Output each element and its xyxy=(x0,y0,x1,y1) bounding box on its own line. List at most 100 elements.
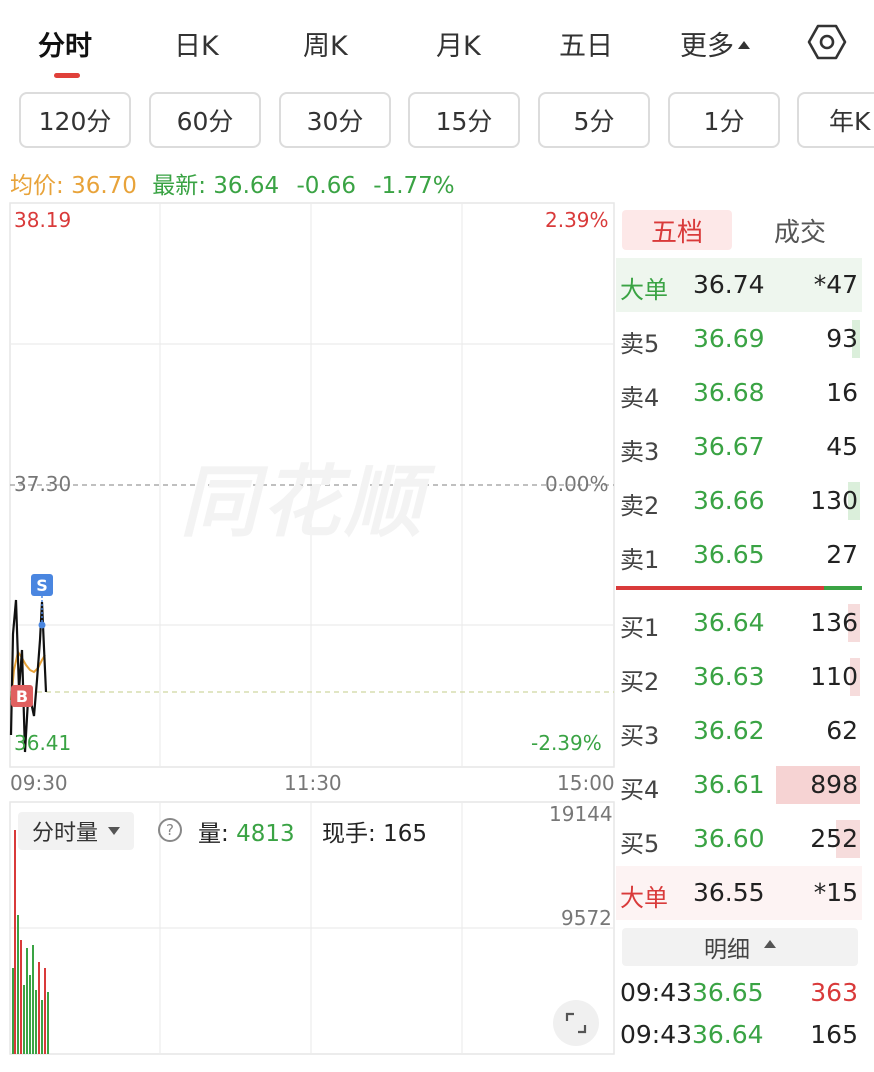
price-change: -0.66 xyxy=(296,173,356,199)
tab-five-day[interactable]: 五日 xyxy=(559,31,613,62)
latest-price-value: 36.64 xyxy=(213,173,280,199)
sell-point-marker[interactable]: S xyxy=(31,574,53,596)
bid-price: 36.64 xyxy=(693,608,765,637)
ask-volume: 16 xyxy=(826,378,858,407)
chip-60min[interactable]: 60分 xyxy=(149,92,261,148)
bid-level-label: 买3 xyxy=(620,722,660,750)
ask-price: 36.68 xyxy=(693,378,765,407)
ask-level-label: 卖2 xyxy=(620,492,660,520)
big-sell-label: 大单 xyxy=(620,276,668,304)
volume-bar xyxy=(29,975,31,1054)
volume-bar xyxy=(12,968,14,1054)
big-buy-row: 大单 36.55 *15 xyxy=(616,866,862,920)
caret-up-icon xyxy=(764,940,776,948)
bid-volume: 252 xyxy=(810,824,858,853)
bid-volume: 62 xyxy=(826,716,858,745)
time-mid-label: 11:30 xyxy=(284,771,342,795)
ask-price: 36.66 xyxy=(693,486,765,515)
ask-level-label: 卖3 xyxy=(620,438,660,466)
big-sell-row: 大单 36.74 *47 xyxy=(616,258,862,312)
bid-level-label: 买1 xyxy=(620,614,660,642)
intraday-chart xyxy=(9,202,615,1055)
bid-row-1: 买1 36.64 136 xyxy=(616,596,862,650)
current-hand-label: 现手: xyxy=(322,821,376,847)
tick-time: 09:43 xyxy=(620,978,693,1007)
ask-volume-bar xyxy=(852,320,860,358)
volume-bar xyxy=(47,992,49,1054)
tab-daily-k[interactable]: 日K xyxy=(174,31,219,62)
ask-volume: 45 xyxy=(826,432,858,461)
latest-price-label: 最新: xyxy=(152,173,206,199)
ask-volume: 27 xyxy=(826,540,858,569)
current-hand-info: 现手: 165 xyxy=(322,814,427,848)
detail-toggle[interactable]: 明细 xyxy=(622,928,858,966)
chip-1min[interactable]: 1分 xyxy=(668,92,780,148)
period-tabs: 分时 日K 周K 月K 五日 更多 xyxy=(0,0,874,88)
tab-trades[interactable]: 成交 xyxy=(773,217,826,248)
volume-bar xyxy=(44,968,46,1054)
bid-volume: 136 xyxy=(810,608,858,637)
volume-info: 量: 4813 xyxy=(198,814,295,848)
s-marker-dot xyxy=(38,621,46,629)
volume-bar xyxy=(26,948,28,1054)
volume-value: 4813 xyxy=(236,821,295,847)
chip-15min[interactable]: 15分 xyxy=(408,92,520,148)
ask-row-2: 卖2 36.66 130 xyxy=(616,474,862,528)
volume-label: 量: xyxy=(198,821,229,847)
ask-volume: 130 xyxy=(810,486,858,515)
bid-level-label: 买5 xyxy=(620,830,660,858)
hexagon-gear-icon[interactable] xyxy=(807,22,847,62)
volume-bar xyxy=(17,915,19,1054)
tick-volume: 363 xyxy=(810,978,858,1007)
ask-row-3: 卖3 36.67 45 xyxy=(616,420,862,474)
buy-point-marker[interactable]: B xyxy=(11,685,33,707)
big-buy-label: 大单 xyxy=(620,884,668,912)
bid-row-5: 买5 36.60 252 xyxy=(616,812,862,866)
expand-corners-icon[interactable] xyxy=(553,1000,599,1046)
volume-type-dropdown[interactable]: 分时量 xyxy=(18,812,135,850)
ask-price: 36.67 xyxy=(693,432,765,461)
tab-five-levels[interactable]: 五档 xyxy=(622,210,732,250)
volume-bar xyxy=(23,985,25,1054)
orderbook-tabs: 五档 成交 xyxy=(620,210,860,252)
chip-30min[interactable]: 30分 xyxy=(279,92,391,148)
ask-level-label: 卖5 xyxy=(620,330,660,358)
volume-bar xyxy=(38,962,40,1054)
bid-volume-bar xyxy=(836,820,860,858)
question-circle-icon[interactable]: ? xyxy=(158,818,182,842)
chevron-down-icon xyxy=(108,827,121,835)
ask-price: 36.69 xyxy=(693,324,765,353)
tick-price: 36.65 xyxy=(692,978,764,1007)
ask-row-4: 卖4 36.68 16 xyxy=(616,366,862,420)
time-start-label: 09:30 xyxy=(10,771,68,795)
tab-more[interactable]: 更多 xyxy=(680,24,750,63)
bid-volume: 898 xyxy=(810,770,858,799)
bid-ask-ratio-bar xyxy=(616,586,862,590)
volume-bar xyxy=(35,990,37,1054)
bid-volume: 110 xyxy=(810,662,858,691)
bid-volume-bar xyxy=(848,604,860,642)
tab-weekly-k[interactable]: 周K xyxy=(303,31,348,62)
pct-high-label: 2.39% xyxy=(545,208,609,232)
detail-label: 明细 xyxy=(704,937,750,963)
big-buy-price: 36.55 xyxy=(693,878,765,907)
bid-volume-bar xyxy=(776,766,860,804)
bid-row-2: 买2 36.63 110 xyxy=(616,650,862,704)
bid-volume-bar xyxy=(850,658,860,696)
avg-price-line xyxy=(10,649,46,701)
chip-5min[interactable]: 5分 xyxy=(538,92,650,148)
price-high-label: 38.19 xyxy=(14,208,72,232)
chip-120min[interactable]: 120分 xyxy=(19,92,131,148)
ask-row-1: 卖1 36.65 27 xyxy=(616,528,862,582)
tab-more-label: 更多 xyxy=(680,31,734,62)
volume-type-label: 分时量 xyxy=(32,821,99,846)
chip-yearly-k[interactable]: 年K xyxy=(797,92,874,148)
big-buy-vol: *15 xyxy=(813,878,858,907)
tick-volume: 165 xyxy=(810,1020,858,1049)
volume-bar xyxy=(14,830,16,1054)
tab-monthly-k[interactable]: 月K xyxy=(436,31,481,62)
bid-price: 36.60 xyxy=(693,824,765,853)
tab-intraday[interactable]: 分时 xyxy=(38,31,92,62)
trade-tick-row: 09:43 36.65 363 xyxy=(620,978,862,1014)
time-end-label: 15:00 xyxy=(557,771,615,795)
